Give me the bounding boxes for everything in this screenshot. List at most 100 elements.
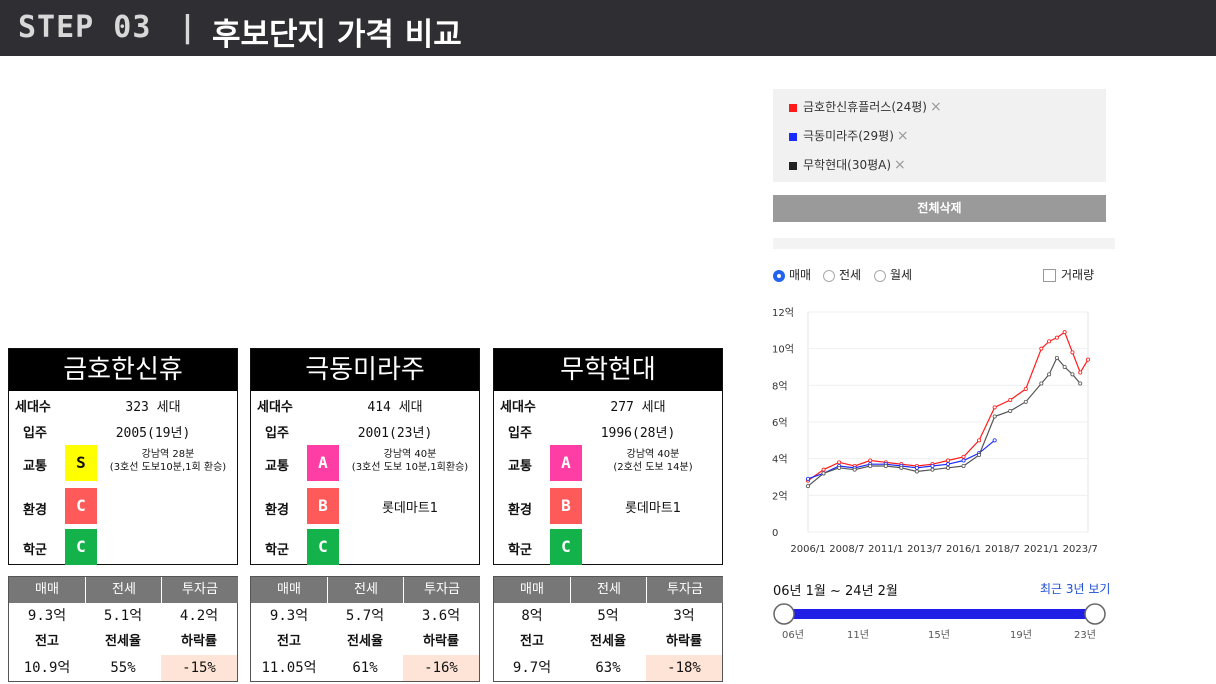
- series-point-2: [852, 467, 857, 472]
- env-label: 환경: [265, 503, 289, 518]
- date-range-slider[interactable]: 06년 11년 15년 19년 23년: [772, 602, 1112, 642]
- red-square-icon: [789, 103, 797, 112]
- series-point-2: [899, 465, 904, 470]
- series-point-2: [837, 465, 842, 470]
- series-point-2: [914, 469, 919, 474]
- series-point-2: [1070, 372, 1075, 377]
- page-title: 후보단지 가격 비교: [212, 17, 462, 53]
- movein-label: 입주: [508, 426, 532, 441]
- price-cell-v3: 3.6억: [421, 608, 461, 624]
- price-cell-v3: 3억: [673, 608, 695, 624]
- legend-item-1: 극동미라주(29평) ×: [789, 127, 909, 144]
- series-point-0: [961, 454, 966, 459]
- traffic-grade-badge: A: [550, 445, 582, 481]
- series-point-0: [1039, 346, 1044, 351]
- slider-tick-label: 23년: [1074, 629, 1096, 641]
- price-cell-s2: 전세율: [105, 634, 141, 649]
- price-cell-s1: 전고: [277, 634, 301, 649]
- price-cell-w2: 61%: [352, 660, 378, 676]
- complex-name: 금호한신휴: [9, 349, 237, 391]
- volume-checkbox[interactable]: 거래량: [1043, 266, 1094, 283]
- complex-name: 극동미라주: [251, 349, 479, 391]
- price-cell-s3: 하락률: [181, 634, 217, 649]
- traffic-label: 교통: [508, 459, 532, 474]
- school-grade-badge: C: [65, 529, 97, 565]
- households-label: 세대수: [257, 400, 293, 415]
- price-cell-h2: 전세: [327, 577, 404, 603]
- series-point-1: [930, 463, 935, 468]
- divider-bar: [773, 238, 1115, 249]
- series-point-0: [1054, 335, 1059, 340]
- radio-monthly[interactable]: 월세: [874, 266, 912, 283]
- school-label: 학군: [23, 543, 47, 558]
- radio-sale[interactable]: 매매: [773, 266, 811, 283]
- school-grade-badge: C: [550, 529, 582, 565]
- series-point-2: [1008, 409, 1013, 414]
- y-tick-label: 0: [772, 528, 778, 539]
- slider-end-handle[interactable]: [1084, 603, 1106, 625]
- price-cell-h3: 투자금: [161, 577, 238, 603]
- price-table: 매매 전세 투자금 9.3억 5.7억 3.6억 전고 전세율 하락률 11.05억 61% -16%: [250, 576, 480, 682]
- price-cell-v1: 9.3억: [27, 608, 67, 624]
- remove-icon[interactable]: ×: [930, 99, 942, 115]
- price-cell-v3: 4.2억: [179, 608, 219, 624]
- series-point-2: [821, 471, 826, 476]
- price-table: 매매 전세 투자금 9.3억 5.1억 4.2억 전고 전세율 하락률 10.9억 55% -15%: [8, 576, 238, 682]
- radio-label: 월세: [890, 268, 913, 282]
- x-tick-label: 2008/7: [829, 544, 864, 555]
- traffic-label: 교통: [265, 459, 289, 474]
- step-separator: |: [182, 10, 193, 45]
- price-cell-w2: 55%: [110, 660, 136, 676]
- price-cell-s2: 전세율: [347, 634, 383, 649]
- price-cell-h3: 투자금: [403, 577, 480, 603]
- radio-empty-icon: [874, 269, 886, 282]
- env-label: 환경: [508, 503, 532, 518]
- y-tick-label: 6억: [772, 417, 788, 429]
- slider-start-handle[interactable]: [773, 603, 795, 625]
- series-point-0: [821, 467, 826, 472]
- movein-value: 1996(28년): [600, 426, 676, 441]
- black-square-icon: [789, 161, 797, 170]
- series-point-0: [1023, 387, 1028, 392]
- x-tick-label: 2013/7: [907, 544, 942, 555]
- series-point-0: [992, 405, 997, 410]
- households-value: 323 세대: [125, 400, 181, 415]
- price-cell-v2: 5.7억: [345, 608, 385, 624]
- series-point-2: [1078, 381, 1083, 386]
- price-cell-v1: 9.3억: [269, 608, 309, 624]
- series-point-2: [1062, 365, 1067, 370]
- x-tick-label: 2018/7: [985, 544, 1020, 555]
- remove-icon[interactable]: ×: [894, 157, 906, 173]
- traffic-grade-badge: S: [65, 445, 97, 481]
- price-cell-h1: 매매: [9, 577, 85, 603]
- y-tick-label: 4억: [772, 454, 788, 466]
- series-point-1: [806, 476, 811, 481]
- series-point-1: [945, 462, 950, 467]
- series-point-0: [1062, 330, 1067, 335]
- radio-jeonse[interactable]: 전세: [823, 266, 861, 283]
- traffic-desc-2: (2호선 도보 14분): [613, 462, 693, 473]
- series-point-0: [868, 458, 873, 463]
- y-tick-label: 12억: [772, 307, 794, 319]
- complex-card: 극동미라주 세대수 414 세대 입주 2001(23년) 교통 A 강남역 4…: [250, 348, 480, 565]
- x-tick-label: 2011/1: [868, 544, 903, 555]
- movein-value: 2005(19년): [115, 426, 191, 441]
- series-point-2: [992, 414, 997, 419]
- price-cell-s1: 전고: [35, 634, 59, 649]
- households-label: 세대수: [500, 400, 536, 415]
- series-point-1: [992, 438, 997, 443]
- delete-all-button[interactable]: 전체삭제: [773, 195, 1106, 222]
- traffic-desc-1: 강남역 28분: [141, 449, 195, 460]
- recent-3-years-link[interactable]: 최근 3년 보기: [1040, 582, 1111, 596]
- price-cell-h2: 전세: [570, 577, 647, 603]
- header-bar: STEP 03 | 후보단지 가격 비교: [0, 0, 1216, 56]
- radio-label: 매매: [789, 268, 812, 282]
- env-desc: 롯데마트1: [381, 501, 439, 516]
- remove-icon[interactable]: ×: [896, 128, 909, 144]
- range-label: 06년 1월 ~ 24년 2월: [773, 584, 898, 599]
- series-point-0: [945, 458, 950, 463]
- price-chart: 0 2억 4억 6억 8억 10억 12억 2006/1 2008/7 2011/1 2013/7 2…: [772, 307, 1098, 555]
- series-point-1: [914, 465, 919, 470]
- series-point-0: [1047, 339, 1052, 344]
- households-value: 414 세대: [367, 400, 423, 415]
